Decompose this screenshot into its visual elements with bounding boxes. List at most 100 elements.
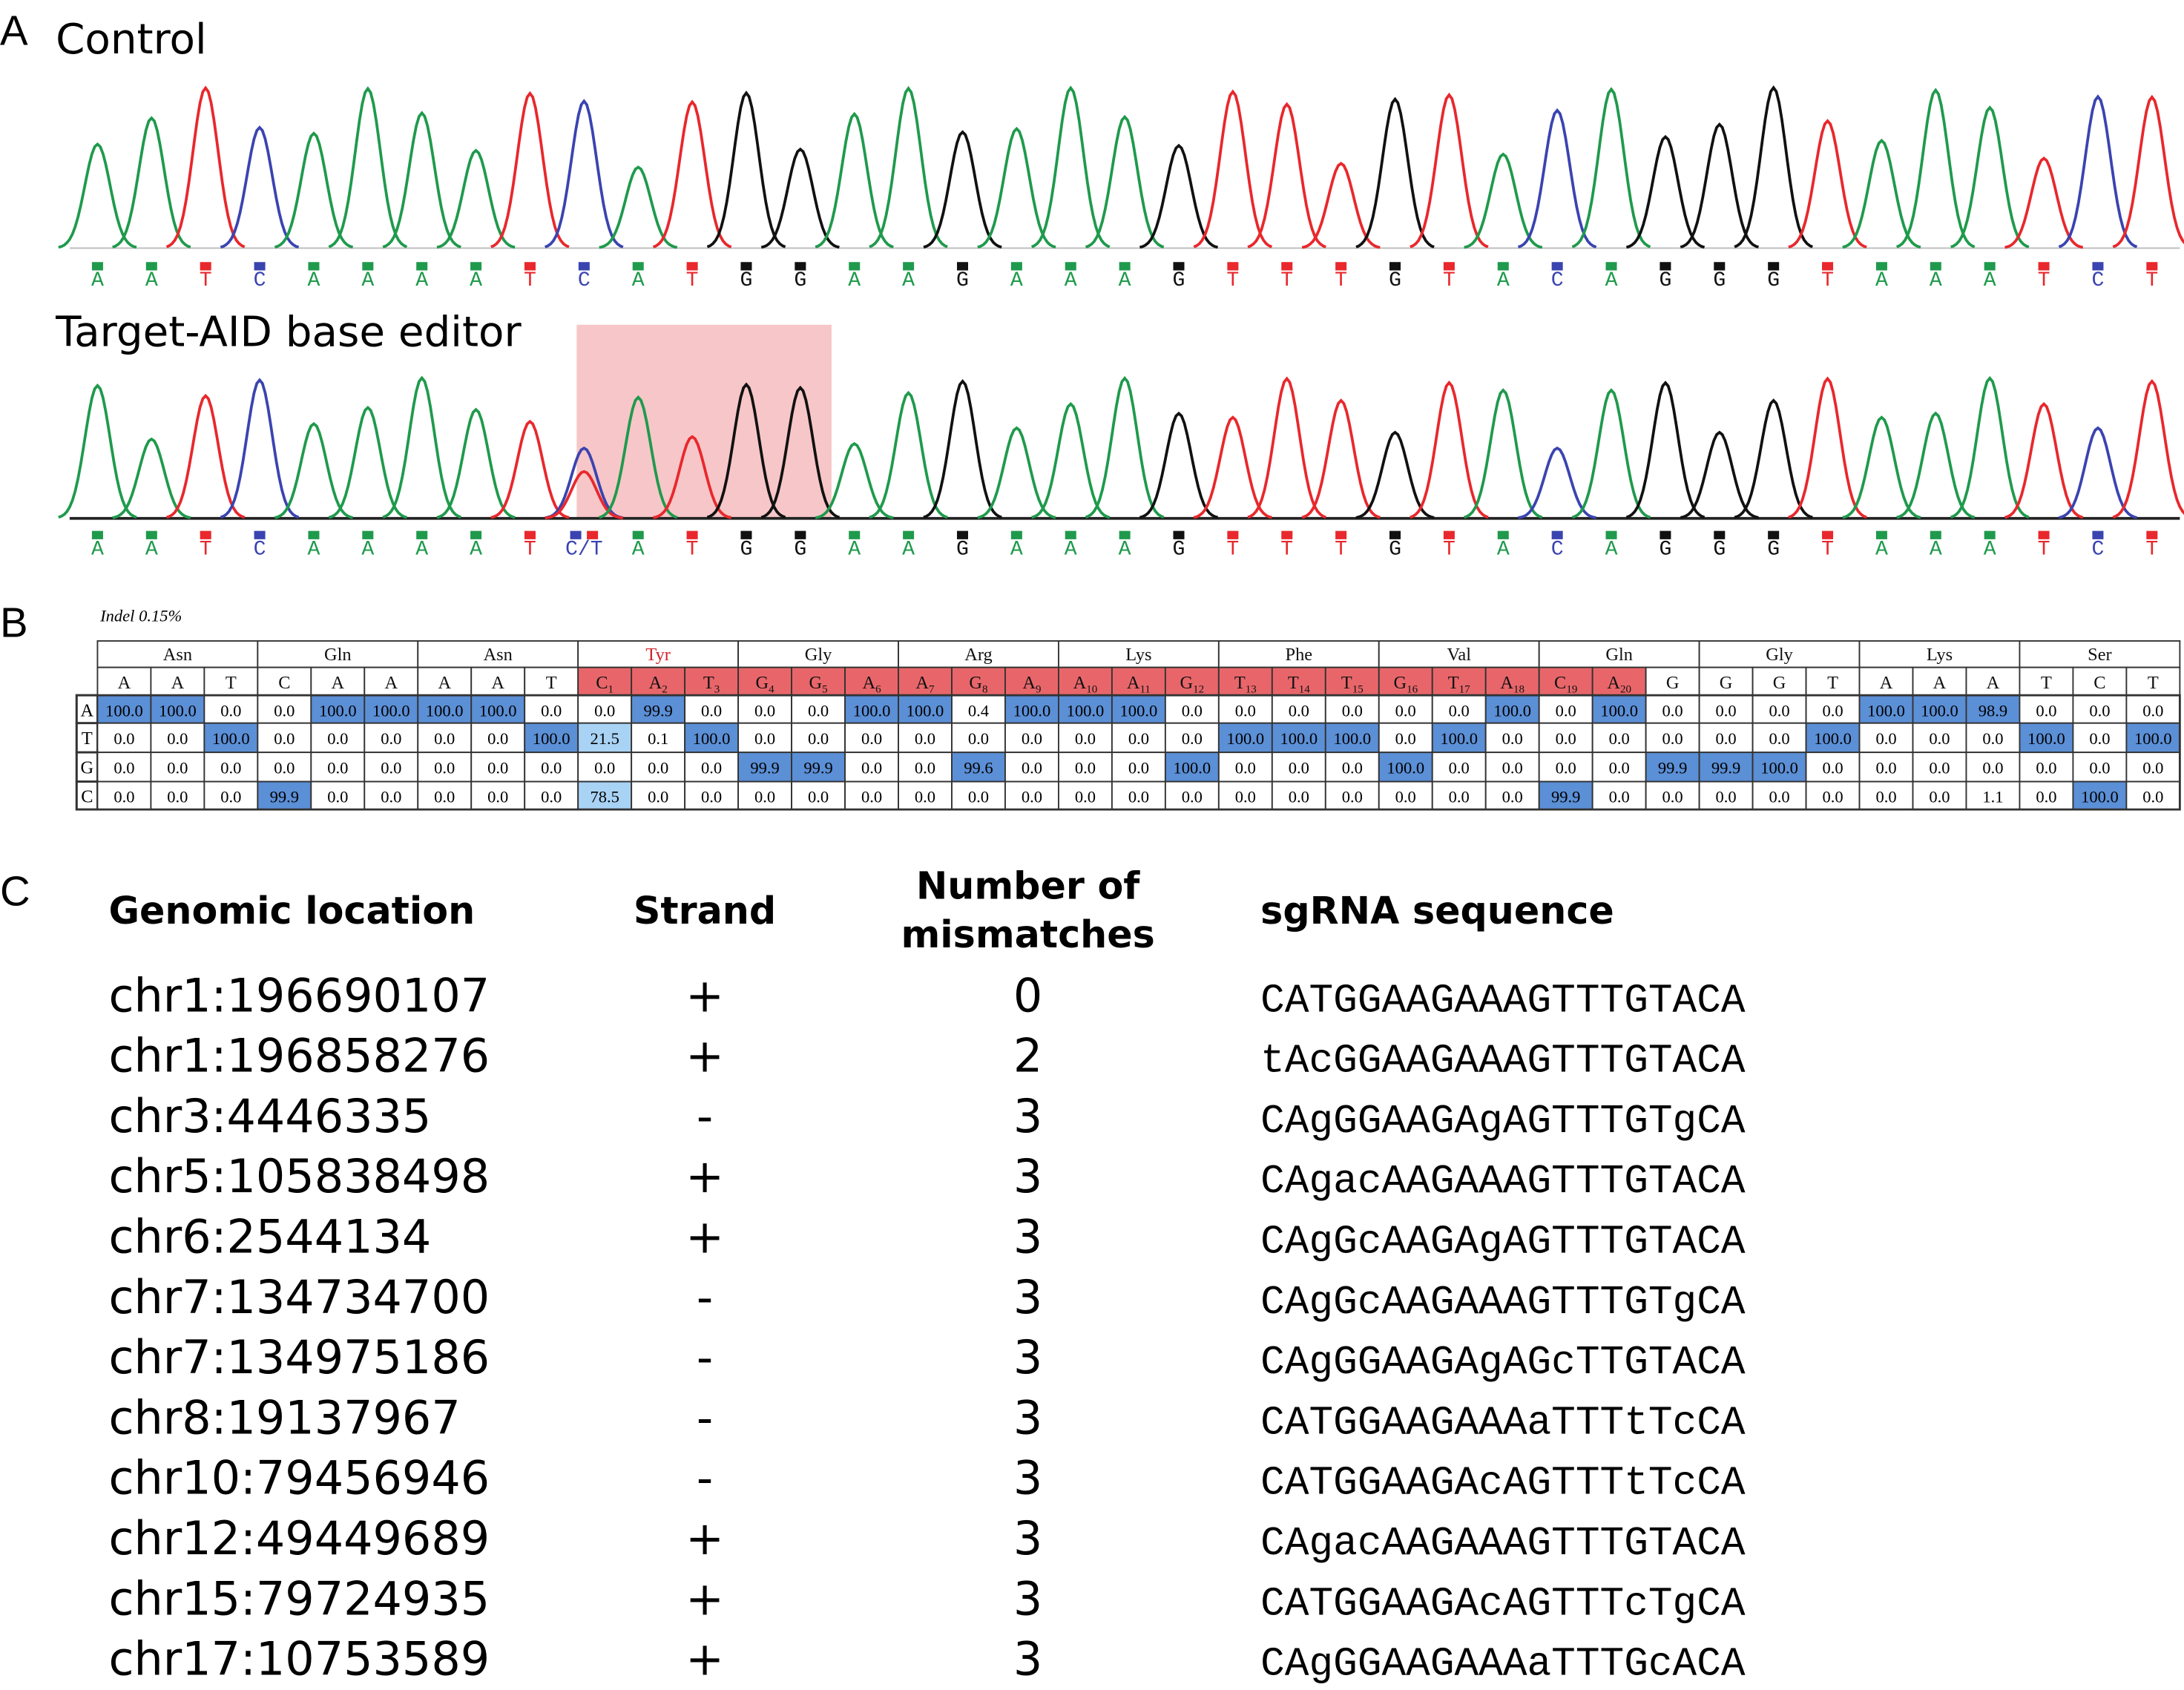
- frequency-value: 0.0: [114, 729, 134, 748]
- base-call-marker: [308, 530, 320, 539]
- frequency-cell: [1591, 722, 1647, 754]
- sgrna-sequence: CATGGAAGAcAGTTTtTcCA: [1260, 1462, 1746, 1507]
- base-call: T: [524, 539, 536, 562]
- frequency-value: 0.0: [915, 758, 935, 777]
- chromatogram-peak: [869, 390, 948, 519]
- chromatogram-peak: [220, 378, 300, 519]
- base-call: A: [361, 539, 374, 562]
- frequency-value: 0.0: [1609, 729, 1630, 748]
- genomic-location: chr1:196858276: [108, 1029, 490, 1083]
- base-call-marker: [740, 530, 752, 539]
- base-call: G: [740, 269, 753, 292]
- chromatogram-peak: [1734, 398, 1813, 519]
- base-call: G: [794, 539, 806, 562]
- row-label: C: [81, 787, 93, 807]
- base-header-cell: [1378, 666, 1433, 697]
- base-letter: A: [649, 673, 662, 693]
- frequency-cell: [844, 722, 899, 754]
- frequency-value: 100.0: [2134, 729, 2172, 748]
- chromatogram-peak: [1410, 92, 1489, 249]
- sgrna-sequence: CAgGcAAGAgAGTTTGTACA: [1260, 1220, 1746, 1266]
- base-header-cell: [1484, 666, 1540, 697]
- frequency-value: 0.0: [1182, 701, 1203, 720]
- base-call: A: [632, 539, 645, 562]
- frequency-value: 100.0: [1440, 729, 1478, 748]
- chromatogram-peak: [2112, 379, 2184, 519]
- sgrna-sequence: tAcGGAAGAAAGTTTGTACA: [1260, 1039, 1746, 1085]
- base-call: C: [2091, 539, 2104, 562]
- chromatogram-peak: [1788, 376, 1867, 519]
- base-header: A7: [915, 673, 935, 696]
- frequency-cell: [2019, 722, 2074, 754]
- base-header: A: [118, 673, 131, 693]
- chromatogram-peak: [1301, 398, 1381, 519]
- base-call-marker: [2038, 262, 2050, 271]
- frequency-cell: [577, 780, 633, 811]
- frequency-cell: [1805, 752, 1861, 783]
- frequency-cell: [844, 752, 899, 783]
- base-call: G: [956, 269, 969, 292]
- frequency-value: 100.0: [319, 701, 357, 720]
- base-call: A: [1119, 269, 1131, 292]
- frequency-value: 100.0: [1333, 729, 1371, 748]
- chromatogram-peak: [490, 91, 570, 249]
- base-call-marker: [903, 530, 915, 539]
- frequency-cell: [898, 752, 953, 783]
- frequency-value: 0.0: [114, 788, 134, 806]
- frequency-cell: [1431, 694, 1487, 724]
- chromatogram-peak: [2112, 94, 2184, 249]
- frequency-value: 0.0: [1342, 701, 1363, 720]
- frequency-cell: [364, 722, 419, 754]
- base-header: A18: [1500, 673, 1524, 696]
- frequency-value: 100.0: [1227, 729, 1265, 748]
- base-letter: G: [1393, 673, 1407, 693]
- base-letter: A: [915, 673, 929, 693]
- base-call-marker: [740, 262, 752, 271]
- base-call: T: [1280, 539, 1293, 562]
- base-call: G: [1713, 269, 1726, 292]
- frequency-cell: [524, 752, 579, 783]
- chromatogram-peak: [1247, 102, 1326, 249]
- base-call-marker: [587, 530, 599, 539]
- base-letter: C: [1554, 673, 1566, 693]
- frequency-value: 0.0: [1875, 788, 1896, 806]
- frequency-cell: [96, 752, 152, 783]
- base-call-marker: [1335, 530, 1347, 539]
- base-subscript: 15: [1352, 683, 1364, 695]
- base-subscript: 18: [1513, 683, 1524, 695]
- base-letter: A: [1880, 673, 1893, 693]
- base-call-marker: [2038, 530, 2050, 539]
- base-call: A: [470, 539, 482, 562]
- frequency-value: 0.0: [1822, 701, 1843, 720]
- base-call-marker: [956, 262, 968, 271]
- frequency-cell: [2125, 722, 2181, 754]
- frequency-value: 100.0: [1760, 758, 1798, 777]
- frequency-cell: [1058, 722, 1113, 754]
- frequency-cell: [96, 722, 152, 754]
- frequency-cell: [951, 752, 1006, 783]
- codon-cell: [1698, 640, 1861, 668]
- base-subscript: 9: [1036, 683, 1042, 695]
- base-subscript: 3: [714, 683, 720, 695]
- base-call: T: [1335, 539, 1347, 562]
- frequency-cell: [1912, 694, 1967, 724]
- base-subscript: 8: [982, 683, 988, 695]
- frequency-value: 99.9: [750, 758, 779, 777]
- base-call: T: [1821, 539, 1834, 562]
- codon-cell: [1058, 640, 1220, 668]
- strand: -: [697, 1330, 713, 1384]
- chromatogram-peak: [1950, 105, 2030, 249]
- edit-highlight: [576, 324, 832, 519]
- frequency-value: 0.0: [541, 701, 562, 720]
- frequency-value: 0.0: [808, 729, 829, 748]
- sgrna-sequence: CAgGcAAGAAAGTTTGTgCA: [1260, 1280, 1746, 1326]
- frequency-cell: [1752, 752, 1807, 783]
- base-header-cell: [737, 666, 793, 697]
- base-subscript: 7: [929, 683, 935, 695]
- base-header: G12: [1180, 673, 1205, 696]
- base-call: T: [686, 539, 699, 562]
- frequency-value: 0.0: [1449, 758, 1470, 777]
- frequency-cell: [1217, 780, 1273, 811]
- base-call: A: [1065, 269, 1077, 292]
